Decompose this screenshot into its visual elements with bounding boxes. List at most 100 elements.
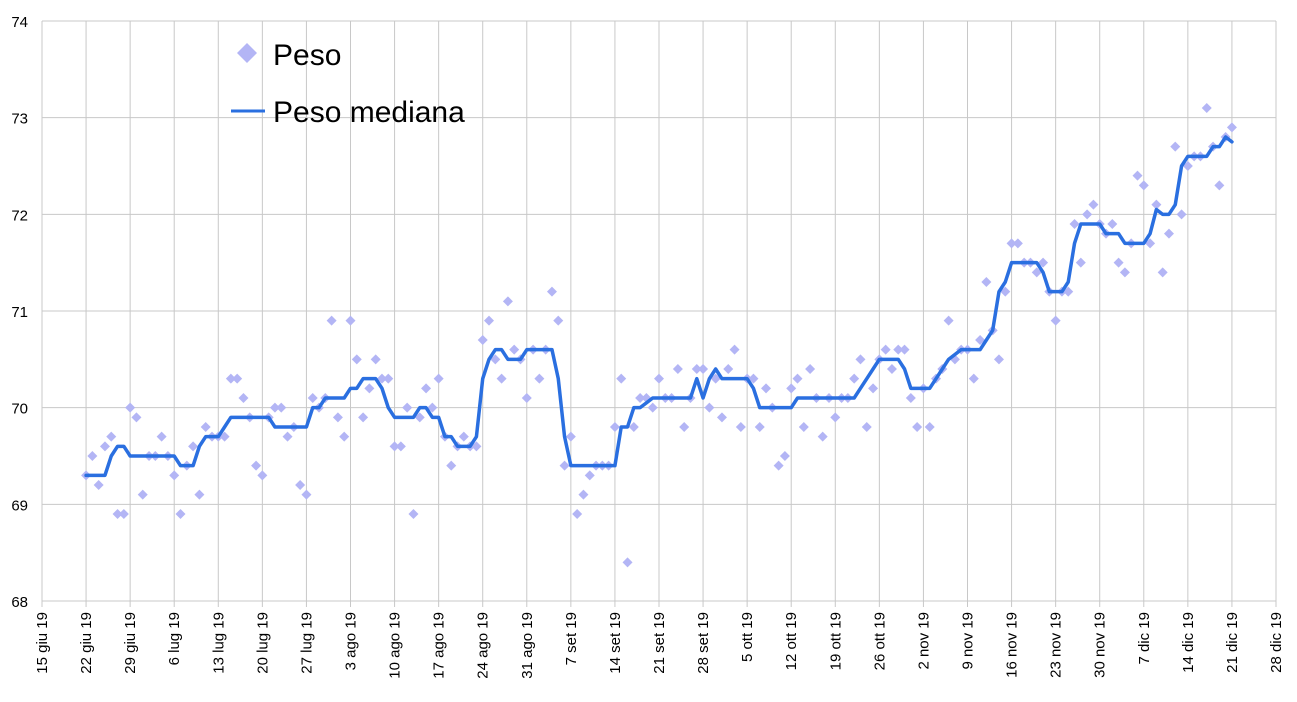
data-point-diamond bbox=[1012, 238, 1023, 249]
data-point-diamond bbox=[679, 422, 690, 432]
x-tick-label: 17 ago 19 bbox=[431, 612, 448, 679]
data-point-diamond bbox=[628, 422, 639, 432]
x-tick-label: 20 lug 19 bbox=[254, 612, 271, 674]
data-point-diamond bbox=[1082, 209, 1093, 220]
y-tick-label: 70 bbox=[11, 401, 28, 418]
data-point-diamond bbox=[1119, 267, 1130, 278]
legend-label-peso: Peso bbox=[273, 39, 341, 72]
y-tick-label: 73 bbox=[11, 111, 28, 128]
data-point-diamond bbox=[332, 412, 343, 423]
x-tick-label: 5 ott 19 bbox=[739, 612, 756, 662]
data-point-diamond bbox=[975, 335, 986, 345]
data-point-diamond bbox=[376, 373, 387, 384]
data-point-diamond bbox=[735, 422, 746, 432]
x-tick-label: 21 set 19 bbox=[651, 612, 668, 674]
data-point-diamond bbox=[433, 373, 444, 384]
data-point-diamond bbox=[691, 364, 702, 374]
x-tick-label: 29 giu 19 bbox=[122, 612, 139, 674]
data-point-diamond bbox=[408, 509, 419, 519]
legend-label-peso-mediana: Peso mediana bbox=[273, 96, 465, 129]
x-tick-label: 15 giu 19 bbox=[34, 612, 51, 674]
data-point-diamond bbox=[251, 460, 262, 471]
data-point-diamond bbox=[414, 412, 425, 423]
data-point-diamond bbox=[830, 412, 841, 423]
data-point-diamond bbox=[773, 460, 784, 471]
x-tick-label: 22 giu 19 bbox=[78, 612, 95, 674]
data-point-diamond bbox=[1201, 103, 1212, 113]
x-tick-label: 10 ago 19 bbox=[387, 612, 404, 679]
data-point-diamond bbox=[1145, 238, 1156, 249]
data-point-diamond bbox=[232, 373, 243, 384]
x-tick-label: 3 ago 19 bbox=[343, 612, 360, 670]
data-point-diamond bbox=[496, 373, 507, 384]
data-point-diamond bbox=[188, 441, 199, 452]
x-tick-label: 7 set 19 bbox=[563, 612, 580, 665]
data-point-diamond bbox=[301, 489, 312, 500]
data-point-diamond bbox=[458, 431, 469, 442]
data-point-diamond bbox=[578, 489, 589, 500]
data-point-diamond bbox=[786, 383, 797, 394]
data-point-diamond bbox=[1050, 315, 1061, 326]
legend-item-peso-mediana: Peso mediana bbox=[231, 96, 465, 129]
data-point-diamond bbox=[484, 315, 495, 326]
data-point-diamond bbox=[710, 373, 721, 384]
series-line bbox=[84, 135, 1234, 478]
data-point-diamond bbox=[584, 470, 595, 481]
data-point-diamond bbox=[635, 393, 646, 403]
data-point-diamond bbox=[1031, 267, 1042, 278]
data-point-diamond bbox=[1176, 209, 1187, 220]
data-point-diamond bbox=[899, 344, 910, 355]
x-tick-label: 12 ott 19 bbox=[783, 612, 800, 670]
x-tick-label: 16 nov 19 bbox=[1004, 612, 1021, 678]
data-point-diamond bbox=[257, 470, 268, 481]
data-point-diamond bbox=[276, 402, 287, 413]
data-point-diamond bbox=[509, 344, 520, 355]
data-point-diamond bbox=[131, 412, 142, 423]
data-point-diamond bbox=[219, 431, 230, 442]
data-point-diamond bbox=[761, 383, 772, 394]
data-point-diamond bbox=[112, 509, 123, 519]
data-point-diamond bbox=[282, 431, 293, 442]
x-tick-label: 9 nov 19 bbox=[960, 612, 977, 670]
data-point-diamond bbox=[698, 364, 709, 374]
data-point-diamond bbox=[383, 373, 394, 384]
x-tick-label: 30 nov 19 bbox=[1092, 612, 1109, 678]
data-point-diamond bbox=[307, 393, 318, 403]
x-tick-label: 27 lug 19 bbox=[298, 612, 315, 674]
data-point-diamond bbox=[792, 373, 803, 384]
data-point-diamond bbox=[326, 315, 337, 326]
data-point-diamond bbox=[849, 373, 860, 384]
data-point-diamond bbox=[1069, 219, 1080, 229]
data-point-diamond bbox=[893, 344, 904, 355]
data-point-diamond bbox=[169, 470, 180, 481]
y-tick-label: 68 bbox=[11, 594, 28, 611]
data-point-diamond bbox=[553, 315, 564, 326]
legend: Peso Peso mediana bbox=[231, 39, 465, 129]
data-point-diamond bbox=[1132, 170, 1143, 181]
x-tick-label: 26 ott 19 bbox=[871, 612, 888, 670]
data-point-diamond bbox=[861, 422, 872, 432]
data-point-diamond bbox=[534, 373, 545, 384]
data-point-diamond bbox=[798, 422, 809, 432]
data-point-diamond bbox=[1063, 286, 1074, 297]
data-point-diamond bbox=[1038, 257, 1049, 268]
data-point-diamond bbox=[1182, 161, 1193, 171]
data-point-diamond bbox=[868, 383, 879, 394]
data-point-diamond bbox=[1163, 228, 1174, 239]
data-point-diamond bbox=[1006, 238, 1017, 249]
data-point-diamond bbox=[395, 441, 406, 452]
data-point-diamond bbox=[880, 344, 891, 355]
data-point-diamond bbox=[748, 373, 759, 384]
gridlines bbox=[41, 20, 1277, 607]
x-tick-label: 14 dic 19 bbox=[1180, 612, 1197, 673]
data-point-diamond bbox=[1157, 267, 1168, 278]
data-point-diamond bbox=[345, 315, 356, 326]
data-point-diamond bbox=[546, 286, 557, 297]
data-point-diamond bbox=[269, 402, 280, 413]
data-point-diamond bbox=[427, 402, 438, 413]
data-point-diamond bbox=[351, 354, 362, 365]
data-point-diamond bbox=[912, 422, 923, 432]
data-point-diamond bbox=[616, 373, 627, 384]
